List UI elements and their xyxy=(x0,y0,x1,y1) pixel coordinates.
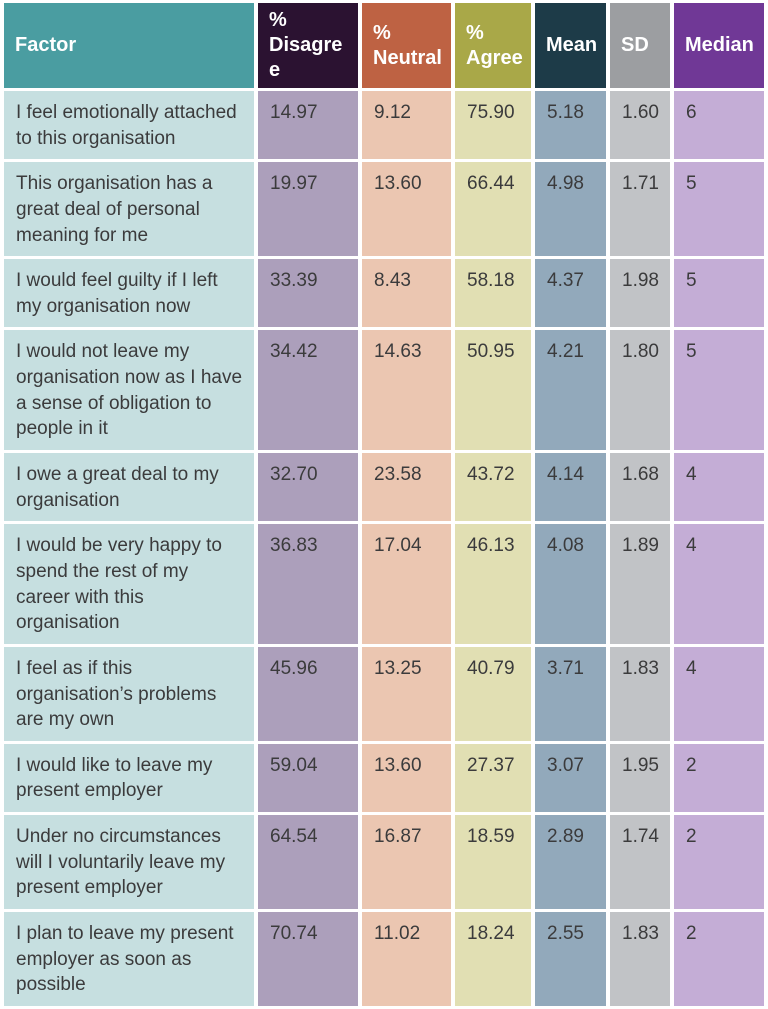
table-row: I plan to leave my present employer as s… xyxy=(4,912,764,1006)
column-header-factor: Factor xyxy=(4,3,254,88)
mean-cell: 5.18 xyxy=(535,91,606,160)
neutral-cell: 14.63 xyxy=(362,330,451,451)
agree-cell: 43.72 xyxy=(455,453,531,522)
survey-statistics-table-page: Factor % Disagree % Neutral % Agree Mean… xyxy=(4,3,764,1006)
median-cell: 2 xyxy=(674,815,764,910)
median-cell: 4 xyxy=(674,524,764,644)
median-cell: 4 xyxy=(674,453,764,522)
agree-cell: 50.95 xyxy=(455,330,531,451)
agree-cell: 18.24 xyxy=(455,912,531,1006)
agree-cell: 58.18 xyxy=(455,259,531,328)
table-row: I would be very happy to spend the rest … xyxy=(4,524,764,644)
factor-cell: I feel as if this organisation’s problem… xyxy=(4,646,254,741)
table-row: I owe a great deal to my organisation 32… xyxy=(4,453,764,522)
disagree-cell: 19.97 xyxy=(258,162,358,257)
mean-cell: 3.07 xyxy=(535,743,606,813)
sd-cell: 1.74 xyxy=(610,815,670,910)
factor-cell: I would like to leave my present employe… xyxy=(4,743,254,813)
header-row: Factor % Disagree % Neutral % Agree Mean… xyxy=(4,3,764,88)
agree-cell: 27.37 xyxy=(455,743,531,813)
mean-cell: 3.71 xyxy=(535,646,606,741)
table-row: I would not leave my organisation now as… xyxy=(4,330,764,451)
median-cell: 2 xyxy=(674,912,764,1006)
disagree-cell: 36.83 xyxy=(258,524,358,644)
sd-cell: 1.89 xyxy=(610,524,670,644)
agree-cell: 66.44 xyxy=(455,162,531,257)
neutral-cell: 23.58 xyxy=(362,453,451,522)
table-row: I feel as if this organisation’s problem… xyxy=(4,646,764,741)
mean-cell: 4.21 xyxy=(535,330,606,451)
median-cell: 5 xyxy=(674,330,764,451)
factor-cell: I would feel guilty if I left my organis… xyxy=(4,259,254,328)
sd-cell: 1.95 xyxy=(610,743,670,813)
neutral-cell: 9.12 xyxy=(362,91,451,160)
factor-cell: This organisation has a great deal of pe… xyxy=(4,162,254,257)
median-cell: 4 xyxy=(674,646,764,741)
median-cell: 6 xyxy=(674,91,764,160)
column-header-disagree: % Disagree xyxy=(258,3,358,88)
mean-cell: 4.37 xyxy=(535,259,606,328)
disagree-cell: 64.54 xyxy=(258,815,358,910)
factor-cell: I plan to leave my present employer as s… xyxy=(4,912,254,1006)
neutral-cell: 13.60 xyxy=(362,162,451,257)
table-row: I feel emotionally attached to this orga… xyxy=(4,91,764,160)
column-header-neutral: % Neutral xyxy=(362,3,451,88)
factor-cell: I would be very happy to spend the rest … xyxy=(4,524,254,644)
mean-cell: 4.98 xyxy=(535,162,606,257)
disagree-cell: 14.97 xyxy=(258,91,358,160)
neutral-cell: 17.04 xyxy=(362,524,451,644)
sd-cell: 1.60 xyxy=(610,91,670,160)
neutral-cell: 16.87 xyxy=(362,815,451,910)
table-row: This organisation has a great deal of pe… xyxy=(4,162,764,257)
factor-cell: I would not leave my organisation now as… xyxy=(4,330,254,451)
neutral-cell: 13.60 xyxy=(362,743,451,813)
neutral-cell: 13.25 xyxy=(362,646,451,741)
disagree-cell: 59.04 xyxy=(258,743,358,813)
disagree-cell: 33.39 xyxy=(258,259,358,328)
sd-cell: 1.83 xyxy=(610,646,670,741)
mean-cell: 4.14 xyxy=(535,453,606,522)
median-cell: 2 xyxy=(674,743,764,813)
mean-cell: 2.55 xyxy=(535,912,606,1006)
factor-cell: I owe a great deal to my organisation xyxy=(4,453,254,522)
table-row: Under no circumstances will I voluntaril… xyxy=(4,815,764,910)
sd-cell: 1.83 xyxy=(610,912,670,1006)
disagree-cell: 34.42 xyxy=(258,330,358,451)
mean-cell: 2.89 xyxy=(535,815,606,910)
sd-cell: 1.71 xyxy=(610,162,670,257)
factor-cell: I feel emotionally attached to this orga… xyxy=(4,91,254,160)
mean-cell: 4.08 xyxy=(535,524,606,644)
median-cell: 5 xyxy=(674,259,764,328)
agree-cell: 46.13 xyxy=(455,524,531,644)
disagree-cell: 45.96 xyxy=(258,646,358,741)
neutral-cell: 8.43 xyxy=(362,259,451,328)
column-header-sd: SD xyxy=(610,3,670,88)
sd-cell: 1.68 xyxy=(610,453,670,522)
disagree-cell: 32.70 xyxy=(258,453,358,522)
sd-cell: 1.80 xyxy=(610,330,670,451)
table-row: I would like to leave my present employe… xyxy=(4,743,764,813)
column-header-agree: % Agree xyxy=(455,3,531,88)
factor-cell: Under no circumstances will I voluntaril… xyxy=(4,815,254,910)
agree-cell: 40.79 xyxy=(455,646,531,741)
column-header-mean: Mean xyxy=(535,3,606,88)
agree-cell: 75.90 xyxy=(455,91,531,160)
neutral-cell: 11.02 xyxy=(362,912,451,1006)
table-row: I would feel guilty if I left my organis… xyxy=(4,259,764,328)
median-cell: 5 xyxy=(674,162,764,257)
agree-cell: 18.59 xyxy=(455,815,531,910)
disagree-cell: 70.74 xyxy=(258,912,358,1006)
column-header-median: Median xyxy=(674,3,764,88)
sd-cell: 1.98 xyxy=(610,259,670,328)
